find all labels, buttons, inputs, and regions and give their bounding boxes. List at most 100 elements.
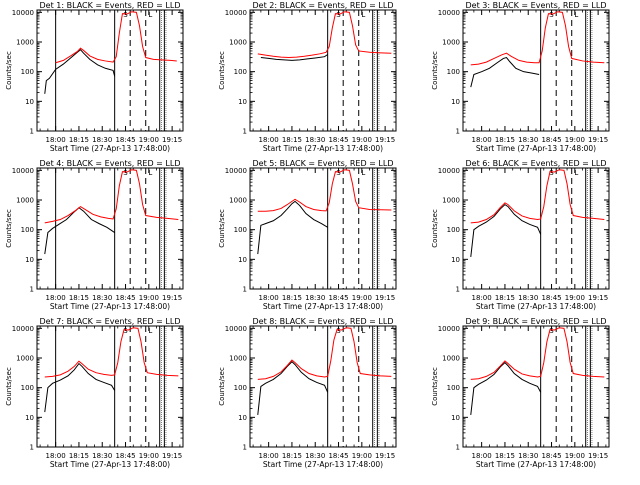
y-tick-label: 1000 xyxy=(442,197,460,205)
x-tick-label: 18:45 xyxy=(115,294,135,302)
x-tick-label: 18:15 xyxy=(495,452,515,460)
x-tick-label: 19:00 xyxy=(352,136,372,144)
x-tick-label: 18:30 xyxy=(305,452,325,460)
x-tick-label: 19:00 xyxy=(565,136,585,144)
y-tick-label: 1 xyxy=(243,128,247,136)
x-tick-label: 19:15 xyxy=(375,294,395,302)
x-tick-label: 18:15 xyxy=(282,136,302,144)
y-tick-label: 1000 xyxy=(16,197,34,205)
y-tick-label: 100 xyxy=(234,226,247,234)
y-tick-label: 10 xyxy=(238,414,247,422)
x-tick-label: 18:00 xyxy=(259,452,279,460)
series-lld-line xyxy=(55,11,177,64)
x-tick-label: 18:45 xyxy=(115,452,135,460)
x-tick-label: 18:15 xyxy=(495,294,515,302)
panel-det-9: Det 9: BLACK = Events, RED = LLD 1 10 100 10… xyxy=(431,317,610,469)
x-axis-label: Start Time (27-Apr-13 17:48:00) xyxy=(476,144,596,153)
saa-marker-glyph: S xyxy=(336,11,341,19)
lld-marker-glyph: L xyxy=(574,327,578,335)
y-tick-label: 100 xyxy=(21,226,34,234)
x-axis-label: Start Time (27-Apr-13 17:48:00) xyxy=(263,460,383,469)
series-events-line xyxy=(44,362,116,413)
saa-marker-glyph: S xyxy=(549,169,554,177)
y-tick-label: 10 xyxy=(25,256,34,264)
x-tick-label: 18:45 xyxy=(328,294,348,302)
y-tick-label: 1 xyxy=(243,286,247,294)
x-axis-label: Start Time (27-Apr-13 17:48:00) xyxy=(50,460,170,469)
lld-marker-glyph: L xyxy=(361,327,365,335)
y-axis-label: Counts/sec xyxy=(431,209,439,248)
lld-marker-glyph: L xyxy=(361,11,365,19)
series-lld-line xyxy=(257,327,392,380)
series-events-line xyxy=(470,203,542,258)
x-axis-label: Start Time (27-Apr-13 17:48:00) xyxy=(263,144,383,153)
x-axis-label: Start Time (27-Apr-13 17:48:00) xyxy=(476,302,596,311)
y-tick-label: 10 xyxy=(238,256,247,264)
y-tick-label: 10 xyxy=(25,98,34,106)
x-tick-label: 18:00 xyxy=(259,136,279,144)
x-tick-label: 18:30 xyxy=(518,452,538,460)
x-tick-label: 19:00 xyxy=(139,136,159,144)
x-tick-label: 18:15 xyxy=(69,136,89,144)
x-tick-label: 19:00 xyxy=(565,452,585,460)
x-tick-label: 19:15 xyxy=(588,136,608,144)
y-tick-label: 1 xyxy=(243,444,247,452)
x-tick-label: 19:15 xyxy=(375,136,395,144)
y-tick-label: 1 xyxy=(30,128,34,136)
panel-title: Det 9: BLACK = Events, RED = LLD xyxy=(466,317,607,326)
panel-title: Det 6: BLACK = Events, RED = LLD xyxy=(466,159,607,168)
y-axis-label: Counts/sec xyxy=(5,367,13,406)
panel-det-6: Det 6: BLACK = Events, RED = LLD 1 10 100 10… xyxy=(431,159,610,311)
lld-marker-glyph: L xyxy=(574,169,578,177)
panel-det-4: Det 4: BLACK = Events, RED = LLD 1 10 100 10… xyxy=(5,159,184,311)
series-lld-line xyxy=(470,11,605,66)
lld-marker-glyph: L xyxy=(148,327,152,335)
x-tick-label: 18:15 xyxy=(282,452,302,460)
y-tick-label: 10 xyxy=(451,98,460,106)
x-tick-label: 18:00 xyxy=(46,136,66,144)
x-tick-label: 18:45 xyxy=(115,136,135,144)
x-tick-label: 19:00 xyxy=(139,452,159,460)
y-tick-label: 10000 xyxy=(225,325,247,333)
series-lld-line xyxy=(470,327,605,380)
x-tick-label: 18:45 xyxy=(541,136,561,144)
panel-det-7: Det 7: BLACK = Events, RED = LLD 1 10 100 10… xyxy=(5,317,184,469)
x-tick-label: 19:15 xyxy=(375,452,395,460)
y-tick-label: 10 xyxy=(238,98,247,106)
x-tick-label: 18:00 xyxy=(472,294,492,302)
x-tick-label: 18:00 xyxy=(259,294,279,302)
saa-marker-glyph: S xyxy=(123,169,128,177)
y-tick-label: 10000 xyxy=(438,9,460,17)
y-axis-label: Counts/sec xyxy=(5,51,13,90)
y-tick-label: 10000 xyxy=(12,167,34,175)
y-tick-label: 10000 xyxy=(12,9,34,17)
lld-marker-glyph: L xyxy=(361,169,365,177)
x-tick-label: 19:00 xyxy=(352,294,372,302)
y-axis-label: Counts/sec xyxy=(431,367,439,406)
series-events-line xyxy=(257,200,328,255)
x-tick-label: 19:15 xyxy=(588,294,608,302)
y-axis-label: Counts/sec xyxy=(431,51,439,90)
x-tick-label: 18:45 xyxy=(541,452,561,460)
saa-marker-glyph: S xyxy=(549,11,554,19)
panel-title: Det 8: BLACK = Events, RED = LLD xyxy=(253,317,394,326)
saa-marker-glyph: S xyxy=(336,169,341,177)
y-tick-label: 100 xyxy=(447,384,460,392)
x-tick-label: 19:00 xyxy=(139,294,159,302)
y-tick-label: 10 xyxy=(25,414,34,422)
y-tick-label: 100 xyxy=(234,68,247,76)
y-axis-label: Counts/sec xyxy=(5,209,13,248)
y-tick-label: 10000 xyxy=(438,325,460,333)
panel-det-8: Det 8: BLACK = Events, RED = LLD 1 10 100 10… xyxy=(218,317,397,469)
x-tick-label: 18:15 xyxy=(69,294,89,302)
series-events-line xyxy=(470,56,540,88)
lld-marker-glyph: L xyxy=(148,11,152,19)
saa-marker-glyph: S xyxy=(336,327,341,335)
series-events-line xyxy=(470,361,542,416)
y-tick-label: 1 xyxy=(30,444,34,452)
x-tick-label: 18:30 xyxy=(518,136,538,144)
y-tick-label: 100 xyxy=(21,384,34,392)
lld-marker-glyph: L xyxy=(574,11,578,19)
series-lld-line xyxy=(470,169,605,224)
